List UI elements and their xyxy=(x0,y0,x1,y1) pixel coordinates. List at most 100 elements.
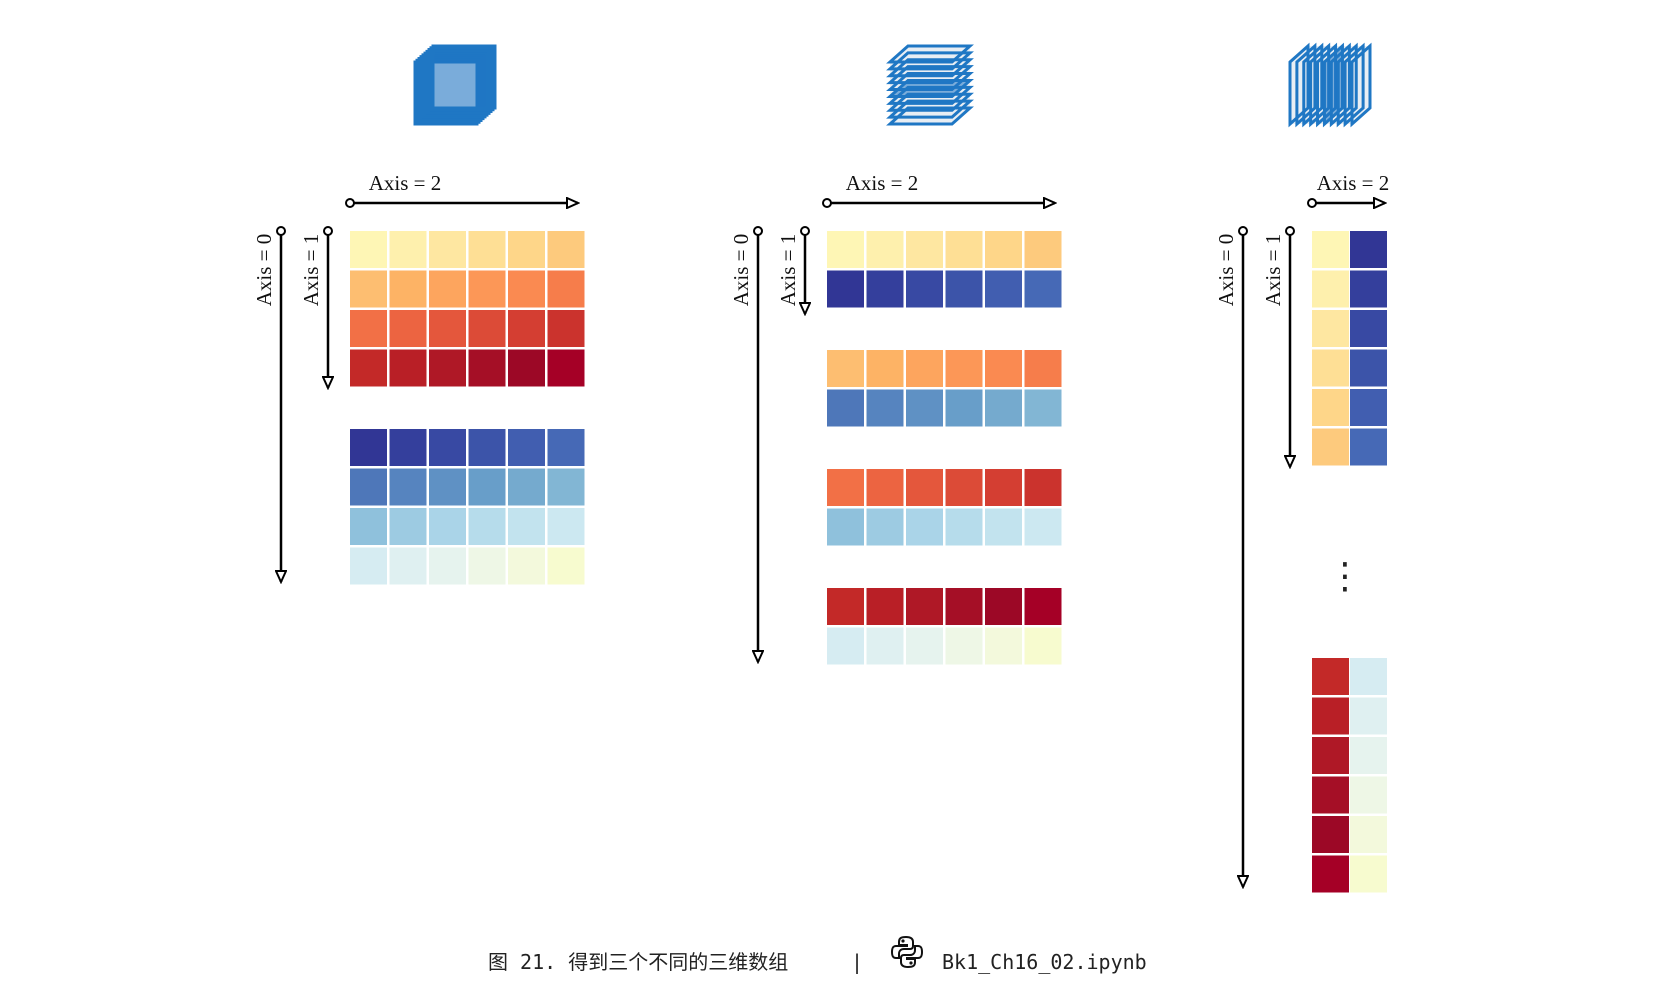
axis2-origin xyxy=(345,198,355,208)
cube-slice xyxy=(1288,42,1310,128)
array-cell xyxy=(1312,697,1349,735)
axis0-label: Axis = 0 xyxy=(252,234,276,307)
array-grid-4x6x2 xyxy=(350,231,585,585)
array-cell xyxy=(827,469,864,506)
array-cell xyxy=(429,508,466,545)
array-cell xyxy=(1312,310,1349,347)
array-cell xyxy=(547,349,585,387)
array-cell xyxy=(1312,737,1349,774)
array-cell xyxy=(1312,855,1349,893)
array-cell xyxy=(429,349,466,387)
cube-slices-axis0-icon xyxy=(413,44,497,126)
array-cell xyxy=(985,588,1022,625)
axis2-label: Axis = 2 xyxy=(1317,171,1390,195)
cube-slices-axis2-icon xyxy=(1288,42,1372,128)
array-cell xyxy=(827,627,864,665)
caption-file: Bk1_Ch16_02.ipynb xyxy=(942,950,1147,974)
caption-title: 图 21. 得到三个不同的三维数组 xyxy=(488,950,788,974)
array-cell xyxy=(866,469,904,506)
array-cell xyxy=(906,469,943,506)
array-cell xyxy=(1024,508,1062,546)
array-cell xyxy=(468,270,506,308)
axis1-origin xyxy=(323,226,333,236)
python-icon xyxy=(890,935,924,969)
array-cell xyxy=(429,429,466,466)
array-cell xyxy=(1350,658,1387,695)
array-cell xyxy=(1350,231,1387,268)
cube-slice xyxy=(1302,42,1324,128)
panel-2: Axis = 2 Axis = 0 Axis = 1 xyxy=(729,171,1062,665)
axis0-label: Axis = 0 xyxy=(729,234,753,307)
panel-3: Axis = 2 Axis = 0 Axis = 1 ⋮ xyxy=(1214,171,1389,893)
cube-slice xyxy=(886,51,974,71)
array-cell xyxy=(866,508,904,546)
cube-slice xyxy=(429,46,495,112)
array-cell xyxy=(827,508,864,546)
array-cell xyxy=(508,310,545,347)
array-cell xyxy=(945,270,983,308)
array-cell xyxy=(1024,350,1062,387)
array-cell xyxy=(1312,231,1349,268)
array-cell xyxy=(468,349,506,387)
array-cell xyxy=(468,468,506,506)
axis1-label: Axis = 1 xyxy=(1261,234,1285,307)
array-cell xyxy=(350,310,387,347)
array-cell xyxy=(429,231,466,268)
axis2-origin xyxy=(1307,198,1317,208)
caption-separator: | xyxy=(851,950,863,974)
array-cell xyxy=(429,468,466,506)
array-cell xyxy=(1024,627,1062,665)
array-cell xyxy=(866,627,904,665)
array-cell xyxy=(906,588,943,625)
axis1-label: Axis = 1 xyxy=(776,234,800,307)
array-cell xyxy=(350,508,387,545)
axis1-origin xyxy=(1285,226,1295,236)
array-cell xyxy=(945,588,983,625)
array-cell xyxy=(906,350,943,387)
array-cell xyxy=(906,389,943,427)
array-cell xyxy=(985,389,1022,427)
array-cell xyxy=(1312,389,1349,426)
array-cell xyxy=(1350,697,1387,735)
cube-slice xyxy=(886,44,974,64)
array-grid-2x6x4 xyxy=(827,231,1062,665)
array-cell xyxy=(1350,855,1387,893)
array-cell xyxy=(945,389,983,427)
array-cell xyxy=(547,310,585,347)
cube-slice xyxy=(1336,42,1358,128)
array-cell xyxy=(906,231,943,268)
axis1-label: Axis = 1 xyxy=(299,234,323,307)
array-cell xyxy=(350,468,387,506)
array-cell xyxy=(547,270,585,308)
array-cell xyxy=(468,547,506,585)
array-cell xyxy=(1312,816,1349,853)
cube-slice xyxy=(886,99,974,119)
array-cell xyxy=(350,231,387,268)
array-cell xyxy=(1350,349,1387,387)
array-grid-6x2x4 xyxy=(1312,231,1387,893)
array-cell xyxy=(1024,231,1062,268)
array-cell xyxy=(1024,588,1062,625)
array-cell xyxy=(827,588,864,625)
array-cell xyxy=(1312,658,1349,695)
array-cell xyxy=(827,270,864,308)
axis0-origin xyxy=(753,226,763,236)
array-cell xyxy=(1350,776,1387,814)
array-cell xyxy=(389,547,427,585)
array-cell xyxy=(429,270,466,308)
array-cell xyxy=(429,310,466,347)
array-cell xyxy=(1024,469,1062,506)
array-cell xyxy=(906,270,943,308)
array-cell xyxy=(1350,816,1387,853)
array-cell xyxy=(389,508,427,545)
figure-caption: 图 21. 得到三个不同的三维数组 | Bk1_Ch16_02.ipynb xyxy=(488,935,1147,974)
array-cell xyxy=(1350,310,1387,347)
array-cell xyxy=(827,389,864,427)
array-cell xyxy=(1312,428,1349,466)
array-cell xyxy=(866,231,904,268)
array-cell xyxy=(1312,349,1349,387)
array-cell xyxy=(827,350,864,387)
array-cell xyxy=(945,350,983,387)
cube-slice xyxy=(431,44,497,110)
